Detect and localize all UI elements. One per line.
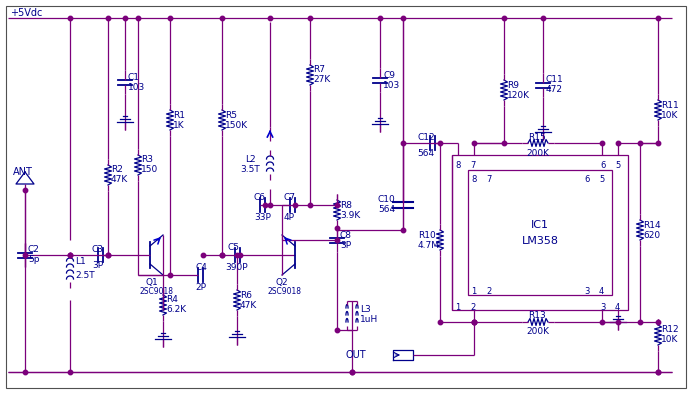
Text: R5: R5	[225, 111, 237, 120]
Bar	[452, 155, 628, 310]
Text: 7: 7	[470, 160, 475, 169]
Text: R15: R15	[528, 132, 546, 141]
Text: 5: 5	[615, 160, 620, 169]
Text: 564: 564	[378, 205, 395, 214]
Text: C4: C4	[195, 263, 207, 273]
Text: R6: R6	[240, 290, 252, 299]
Text: 2: 2	[486, 288, 491, 297]
Text: OUT: OUT	[345, 350, 366, 360]
Text: 6: 6	[600, 160, 606, 169]
Text: C12: C12	[417, 132, 435, 141]
Text: 4: 4	[599, 288, 604, 297]
Text: R11: R11	[661, 100, 679, 109]
Text: R9: R9	[507, 81, 519, 90]
Text: 47K: 47K	[111, 175, 128, 184]
Text: 6.2K: 6.2K	[166, 305, 186, 314]
Text: 150: 150	[141, 166, 158, 175]
Text: 10K: 10K	[661, 111, 678, 120]
Text: 2: 2	[470, 303, 475, 312]
Text: 3: 3	[600, 303, 606, 312]
Text: R13: R13	[528, 312, 546, 320]
Text: R8: R8	[340, 201, 352, 209]
Text: 2SC9018: 2SC9018	[140, 288, 174, 297]
Text: LM358: LM358	[522, 235, 558, 246]
Text: 1uH: 1uH	[360, 316, 379, 325]
Text: C7: C7	[284, 194, 296, 203]
Text: C8: C8	[340, 231, 352, 239]
Text: 200K: 200K	[526, 327, 549, 337]
Text: C11: C11	[546, 75, 564, 85]
Text: 4: 4	[615, 303, 620, 312]
Text: 103: 103	[383, 81, 400, 90]
Text: 8: 8	[455, 160, 460, 169]
Text: Q1: Q1	[146, 278, 158, 288]
Text: L1: L1	[75, 258, 86, 267]
Text: 7: 7	[486, 175, 491, 184]
Text: 564: 564	[417, 149, 434, 158]
Text: 1K: 1K	[173, 120, 185, 130]
Text: R3: R3	[141, 154, 153, 164]
Text: 620: 620	[643, 231, 660, 239]
Bar	[468, 170, 612, 295]
Text: 47K: 47K	[240, 301, 257, 310]
Text: 1: 1	[455, 303, 460, 312]
Text: IC1: IC1	[531, 220, 549, 229]
Text: R10: R10	[418, 231, 436, 239]
Text: R12: R12	[661, 325, 679, 335]
Text: R2: R2	[111, 166, 123, 175]
Text: R7: R7	[313, 66, 325, 75]
Text: 4P: 4P	[284, 213, 295, 222]
Text: 33P: 33P	[254, 213, 271, 222]
Text: C1: C1	[128, 73, 140, 81]
Text: C6: C6	[254, 194, 266, 203]
Text: 4.7M: 4.7M	[418, 241, 440, 250]
Text: 3: 3	[584, 288, 590, 297]
Text: R4: R4	[166, 295, 178, 305]
Text: 6: 6	[584, 175, 590, 184]
Text: 2P: 2P	[195, 284, 206, 293]
Text: L2: L2	[245, 156, 255, 164]
Text: 5p: 5p	[28, 256, 39, 265]
Text: L3: L3	[360, 305, 371, 314]
Text: 3P: 3P	[92, 261, 103, 271]
Text: C2: C2	[28, 246, 40, 254]
Text: 3P: 3P	[340, 241, 351, 250]
Text: 8: 8	[471, 175, 476, 184]
Text: 2SC9018: 2SC9018	[267, 288, 301, 297]
Text: C3: C3	[92, 245, 104, 254]
Text: 200K: 200K	[526, 149, 549, 158]
Text: 390P: 390P	[225, 263, 248, 271]
Text: C9: C9	[383, 70, 395, 79]
Text: 27K: 27K	[313, 75, 330, 85]
Text: C5: C5	[227, 243, 239, 252]
Text: C10: C10	[378, 196, 396, 205]
Text: 3.9K: 3.9K	[340, 211, 361, 220]
Text: 3.5T: 3.5T	[240, 166, 260, 175]
Text: Q2: Q2	[275, 278, 288, 288]
Text: 1: 1	[471, 288, 476, 297]
Text: 2.5T: 2.5T	[75, 271, 95, 280]
Text: 150K: 150K	[225, 120, 248, 130]
Text: 472: 472	[546, 85, 563, 94]
Text: 103: 103	[128, 83, 145, 92]
Text: ANT: ANT	[13, 167, 33, 177]
Text: 5: 5	[599, 175, 604, 184]
Text: +5Vdc: +5Vdc	[10, 8, 42, 18]
Text: R1: R1	[173, 111, 185, 120]
Text: 120K: 120K	[507, 90, 530, 100]
Text: 10K: 10K	[661, 335, 678, 344]
Text: R14: R14	[643, 220, 661, 229]
